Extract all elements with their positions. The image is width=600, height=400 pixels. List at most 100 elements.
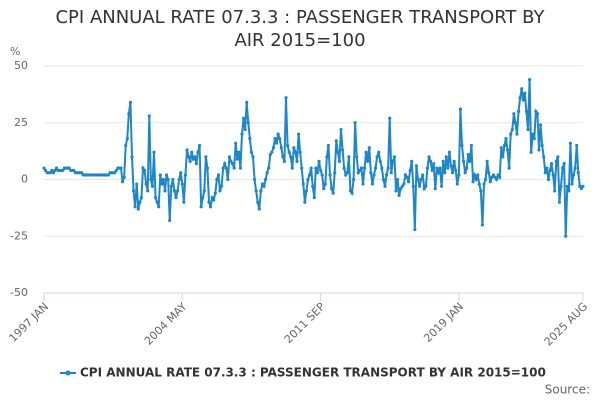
point (210, 196, 214, 200)
point (526, 127, 530, 132)
point (425, 166, 430, 170)
point (358, 168, 362, 173)
point (512, 112, 516, 116)
point (463, 171, 467, 175)
point (193, 155, 197, 159)
point (353, 121, 357, 125)
point (469, 143, 474, 148)
point (127, 112, 131, 116)
point (147, 114, 151, 118)
point (293, 150, 298, 154)
point (515, 132, 519, 136)
point (518, 96, 522, 100)
point (422, 186, 426, 191)
point (190, 150, 194, 154)
point (226, 177, 230, 182)
point (106, 173, 111, 177)
point (339, 127, 343, 132)
point (392, 155, 397, 159)
point (175, 189, 180, 193)
point (410, 159, 414, 163)
point (278, 137, 282, 141)
point (216, 173, 221, 177)
point (182, 200, 186, 204)
point (144, 182, 148, 186)
point (259, 189, 263, 193)
point (207, 200, 211, 204)
x-tick-label: 2011 SEP (282, 300, 328, 346)
point (120, 180, 125, 184)
point (472, 173, 477, 177)
point (458, 107, 463, 111)
point (166, 177, 170, 182)
point (276, 132, 280, 136)
point (460, 143, 464, 148)
point (471, 180, 475, 184)
point (333, 171, 337, 175)
point (164, 173, 169, 177)
point (568, 141, 573, 145)
point (138, 200, 142, 204)
point (199, 205, 203, 209)
point (257, 207, 261, 211)
point (197, 143, 202, 148)
point (249, 150, 254, 154)
point (581, 184, 585, 188)
point (435, 166, 439, 170)
point (336, 150, 340, 154)
point (403, 173, 408, 177)
point (501, 155, 505, 159)
point (325, 155, 329, 159)
point (433, 186, 437, 191)
point (377, 150, 381, 154)
point (504, 137, 508, 141)
point (560, 166, 565, 170)
point (344, 173, 348, 177)
point (483, 177, 488, 182)
point (263, 177, 268, 182)
point (174, 196, 178, 200)
point (488, 180, 492, 184)
point (202, 189, 206, 193)
point (287, 150, 291, 154)
point (444, 155, 448, 159)
point (191, 157, 195, 161)
point (215, 177, 219, 182)
point (454, 168, 458, 173)
point (329, 186, 334, 191)
point (150, 184, 155, 188)
point (284, 96, 288, 100)
point (391, 159, 395, 163)
point (482, 182, 486, 186)
point (279, 146, 283, 150)
point (340, 148, 345, 152)
point (499, 146, 503, 150)
point (285, 143, 290, 148)
point (408, 168, 412, 173)
point (579, 186, 584, 191)
point (281, 155, 285, 159)
point (502, 143, 507, 148)
point (172, 189, 177, 193)
point (372, 173, 376, 177)
point (559, 184, 563, 188)
point (565, 184, 569, 188)
point (366, 159, 370, 163)
point (136, 207, 140, 211)
point (400, 184, 404, 188)
point (441, 159, 445, 163)
x-tick-label: 2025 AUG (542, 300, 591, 349)
point (474, 177, 478, 182)
point (282, 159, 287, 163)
point (179, 171, 183, 175)
point (246, 121, 250, 125)
point (42, 166, 46, 170)
point (505, 148, 510, 152)
point (161, 177, 166, 182)
point (345, 171, 349, 175)
point (498, 175, 502, 179)
point (309, 166, 313, 170)
point (204, 155, 208, 159)
